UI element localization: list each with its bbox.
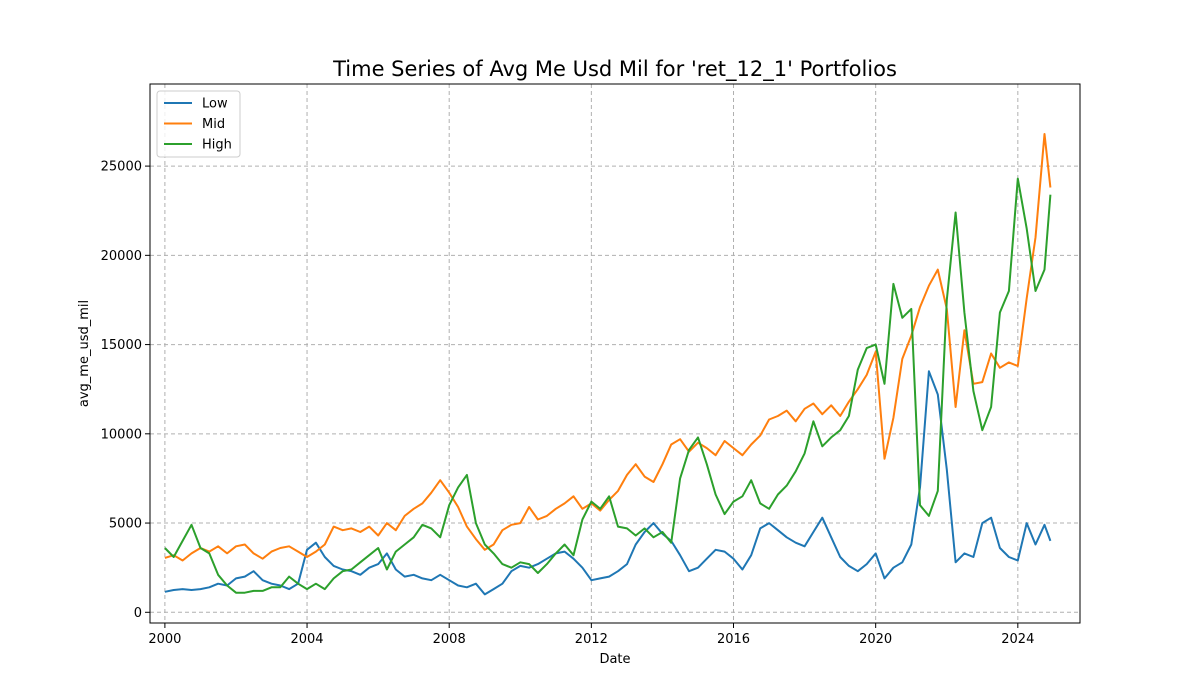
y-tick-label: 0 bbox=[134, 606, 142, 621]
x-tick-label: 2020 bbox=[859, 632, 892, 647]
legend-label-mid: Mid bbox=[202, 117, 225, 132]
legend-label-high: High bbox=[202, 138, 232, 153]
plot-frame bbox=[149, 83, 1081, 624]
x-tick-label: 2024 bbox=[1001, 632, 1034, 647]
grid bbox=[150, 84, 1080, 623]
x-tick-label: 2016 bbox=[717, 632, 750, 647]
series-line-mid bbox=[164, 133, 1052, 562]
y-tick-label: 10000 bbox=[101, 427, 142, 442]
legend-label-low: Low bbox=[202, 97, 228, 112]
y-tick-label: 5000 bbox=[109, 517, 142, 532]
axis-ticks: 2000 2004 2008 2012 2016 2020 2024 0 5000 10000 15… bbox=[101, 160, 1035, 647]
x-tick-label: 2012 bbox=[575, 632, 608, 647]
legend-box bbox=[156, 90, 241, 158]
y-tick-label: 15000 bbox=[101, 338, 142, 353]
x-tick-label: 2004 bbox=[290, 632, 323, 647]
x-axis-label: Date bbox=[599, 652, 630, 667]
x-tick-label: 2008 bbox=[433, 632, 466, 647]
series-lines bbox=[164, 133, 1052, 596]
legend: Low Mid High bbox=[156, 90, 241, 158]
series-line-low bbox=[164, 370, 1052, 596]
series-line-high bbox=[164, 177, 1052, 594]
y-tick-label: 20000 bbox=[101, 249, 142, 264]
y-axis-label: avg_me_usd_mil bbox=[77, 300, 92, 407]
chart-title: Time Series of Avg Me Usd Mil for 'ret_1… bbox=[332, 57, 897, 82]
y-tick-label: 25000 bbox=[101, 160, 142, 175]
x-tick-label: 2000 bbox=[148, 632, 181, 647]
